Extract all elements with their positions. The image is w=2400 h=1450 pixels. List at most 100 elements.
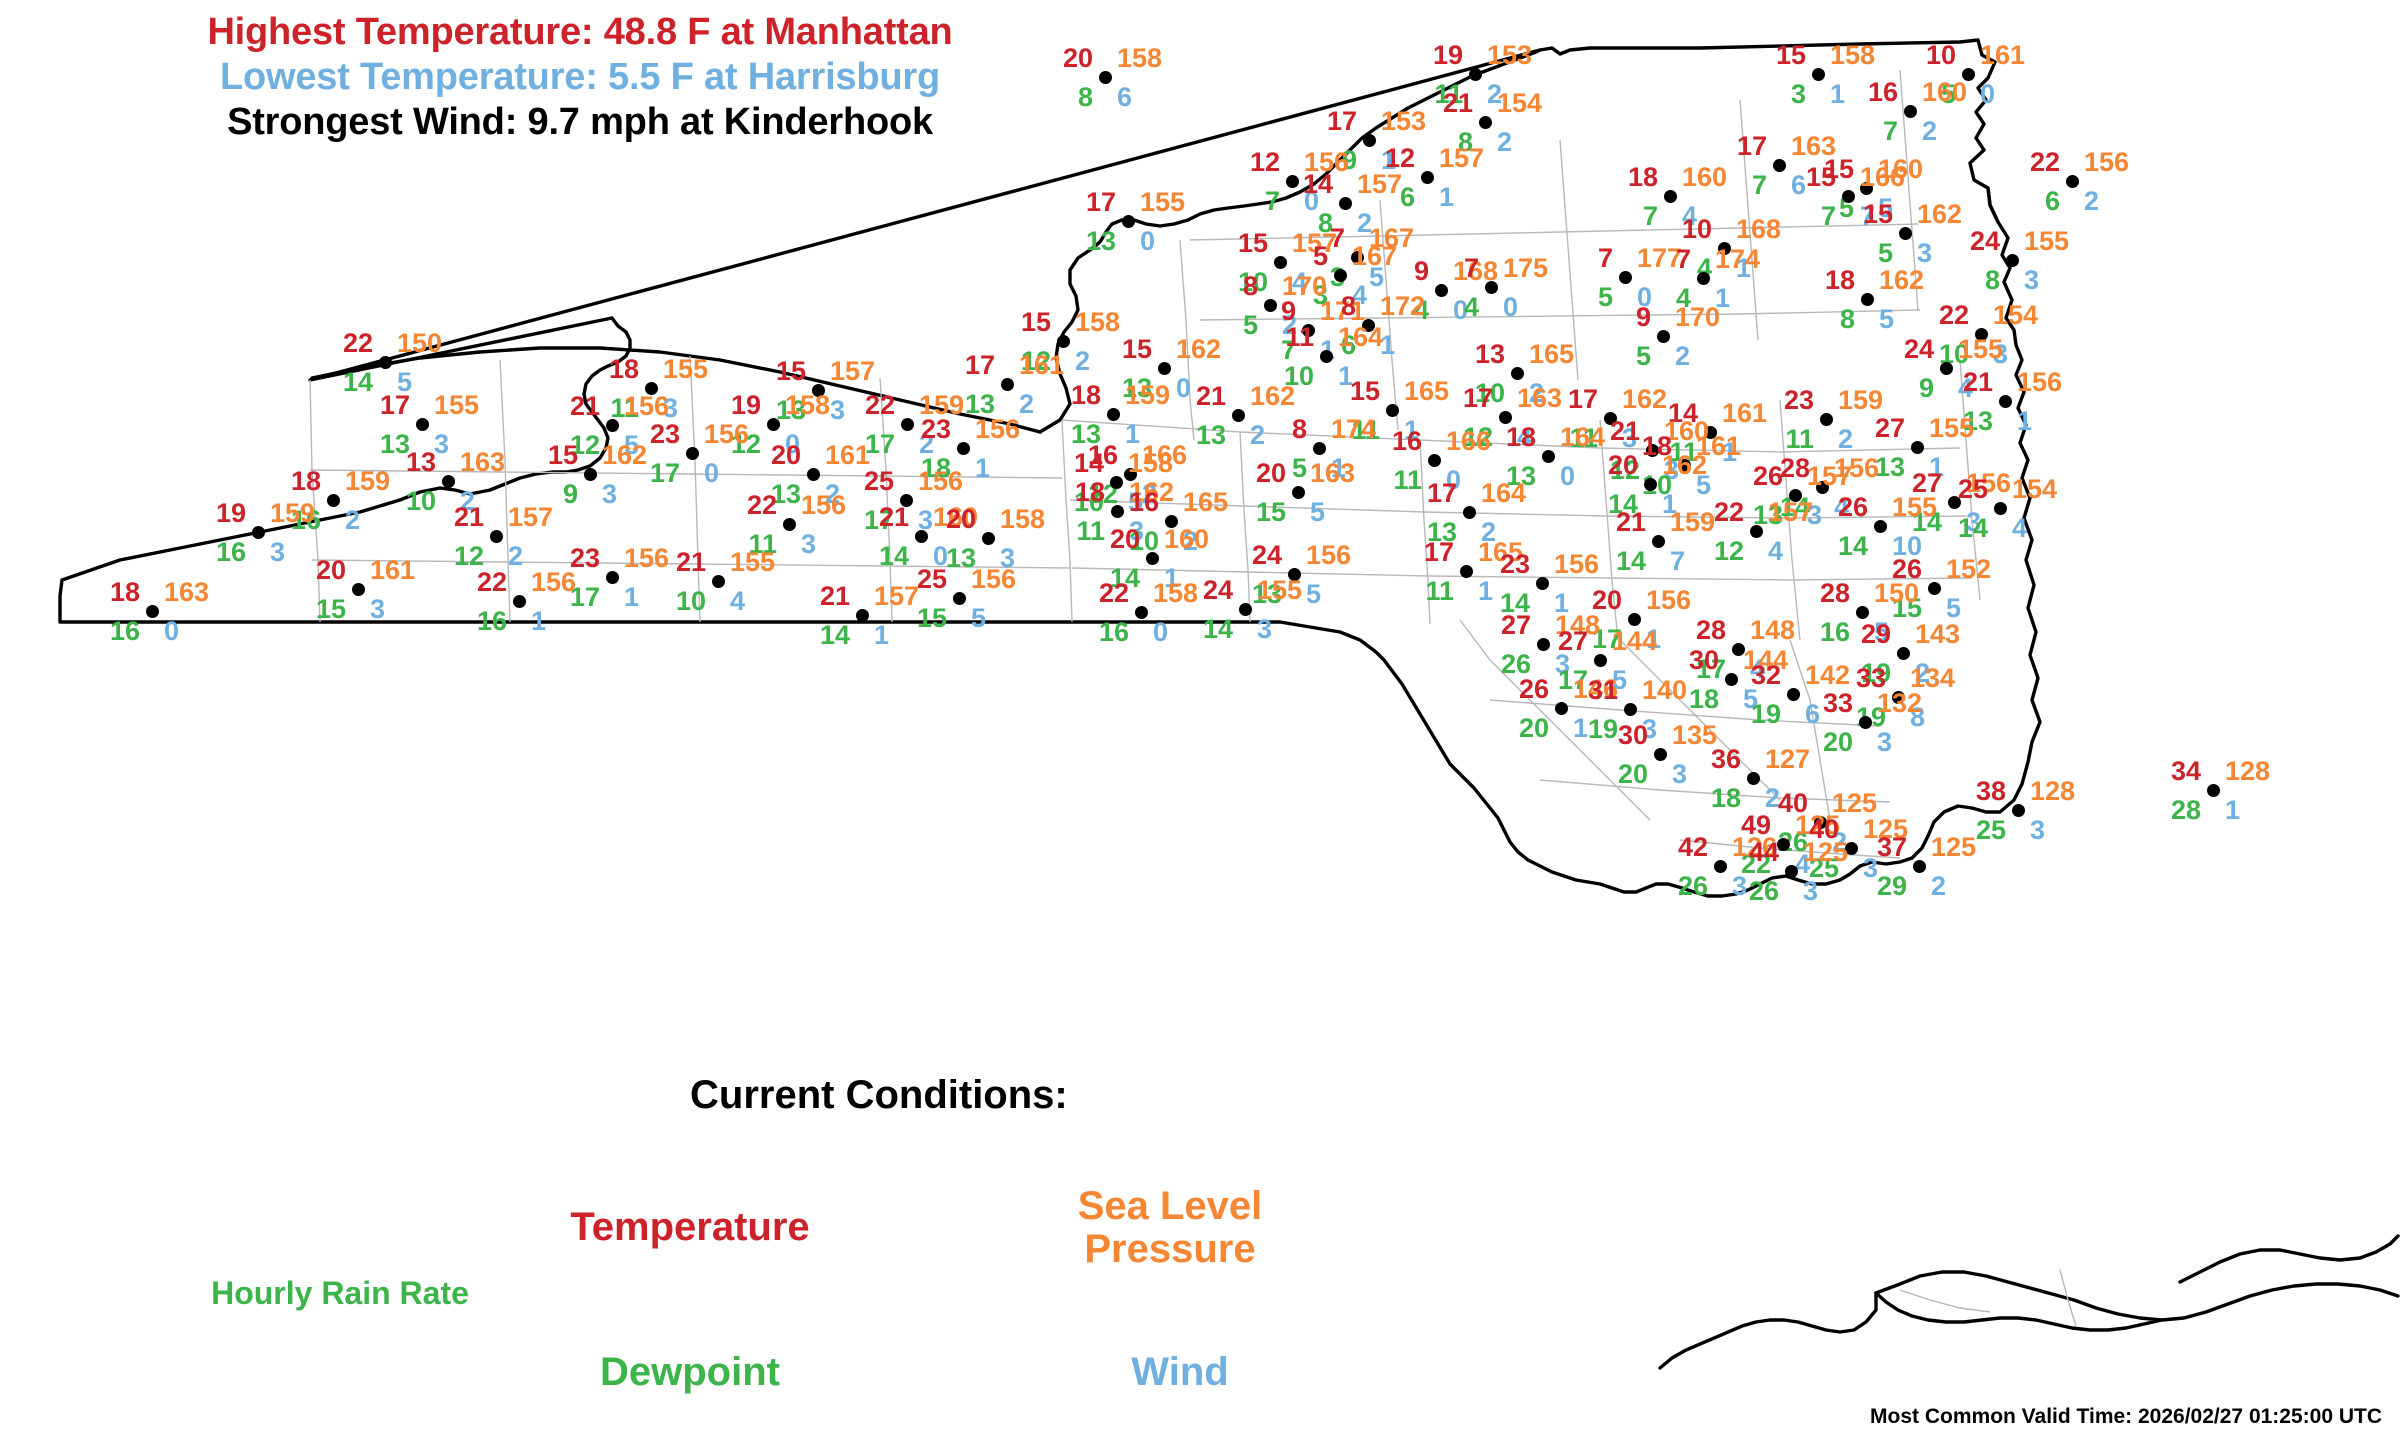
station-wind: 2 [1675,341,1691,371]
station-dot-icon [685,446,699,460]
station-dewpoint: 17 [1557,665,1588,695]
station-dewpoint: 9 [1918,373,1934,403]
station-wind: 0 [1980,79,1996,109]
station-wind: 4 [1352,280,1368,310]
station-temperature: 42 [1677,832,1708,862]
station-dewpoint: 8 [1077,82,1093,112]
station-pressure: 160 [1922,77,1968,107]
station-temperature: 15 [547,440,578,470]
station-wind: 1 [1722,437,1738,467]
station-temperature: 23 [1499,549,1530,579]
station-dewpoint: 14 [878,541,909,571]
station-temperature: 20 [945,504,976,534]
station-temperature: 25 [1957,474,1988,504]
station-pressure: 165 [1529,339,1575,369]
station-dot-icon [1713,859,1727,873]
station-pressure: 155 [1929,413,1975,443]
station-dewpoint: 25 [1808,853,1839,883]
station-dewpoint: 18 [1688,684,1719,714]
station-dewpoint: 5 [1877,238,1893,268]
station-temperature: 22 [476,567,507,597]
station-pressure: 157 [1807,461,1853,491]
station-dot-icon [1873,519,1887,533]
station-wind: 3 [830,395,846,425]
station-temperature: 10 [1681,214,1712,244]
station-wind: 10 [1892,531,1923,561]
station-wind: 1 [1164,563,1180,593]
station-dot-icon [1554,701,1568,715]
station-dewpoint: 6 [1399,182,1415,212]
station-wind: 2 [460,486,476,516]
station-temperature: 19 [215,498,246,528]
station-wind: 2 [1075,346,1091,376]
station-dot-icon [952,591,966,605]
station-pressure: 158 [785,390,831,420]
station-pressure: 134 [1910,663,1956,693]
station-temperature: 15 [1121,334,1152,364]
station-temperature: 17 [1085,187,1116,217]
station-wind: 5 [1369,262,1385,292]
station-dot-icon [1287,567,1301,581]
station-wind: 1 [1439,182,1455,212]
station-temperature: 16 [1391,426,1422,456]
station-dot-icon [900,417,914,431]
station-dewpoint: 17 [1695,654,1726,684]
station-pressure: 156 [918,466,964,496]
station-pressure: 162 [1129,477,1175,507]
station-dot-icon [1855,605,1869,619]
station-pressure: 155 [1140,187,1186,217]
station-pressure: 167 [1352,241,1398,271]
station-dewpoint: 19 [1860,658,1891,688]
station-temperature: 36 [1710,744,1741,774]
station-dot-icon [1333,268,1347,282]
station-wind: 2 [2084,186,2100,216]
station-dot-icon [1772,158,1786,172]
station-temperature: 18 [290,466,321,496]
station-dot-icon [1912,859,1926,873]
station-dot-icon [1098,70,1112,84]
station-temperature: 13 [405,447,436,477]
station-wind: 3 [1000,543,1016,573]
station-temperature: 15 [1862,199,1893,229]
station-dot-icon [1238,602,1252,616]
station-wind: 1 [1404,415,1420,445]
station-temperature: 28 [1695,615,1726,645]
station-temperature: 26 [1837,492,1868,522]
station-pressure: 159 [919,390,965,420]
station-dot-icon [1731,642,1745,656]
station-wind: 1 [1338,361,1354,391]
hudson-river-boundary [1986,186,2000,224]
station-pressure: 154 [1993,300,2039,330]
station-temperature: 8 [1340,291,1356,321]
station-pressure: 142 [1805,660,1851,690]
station-dewpoint: 12 [1462,422,1493,452]
station-wind: 3 [1877,727,1893,757]
station-pressure: 170 [1675,302,1721,332]
station-dot-icon [1891,690,1905,704]
station-dot-icon [326,493,340,507]
station-temperature: 22 [746,490,777,520]
station-dot-icon [1478,115,1492,129]
station-temperature: 20 [1255,458,1286,488]
station-dot-icon [1362,133,1376,147]
station-pressure: 166 [1860,162,1906,192]
station-temperature: 15 [1775,40,1806,70]
station-wind: 0 [1176,373,1192,403]
station-pressure: 162 [1250,381,1296,411]
station-pressure: 148 [1555,610,1601,640]
station-dewpoint: 10 [1237,267,1268,297]
station-dot-icon [1231,408,1245,422]
station-temperature: 15 [775,356,806,386]
station-dot-icon [1947,495,1961,509]
station-dot-icon [251,525,265,539]
station-wind: 1 [2017,406,2033,436]
station-dot-icon [1841,189,1855,203]
station-pressure: 161 [1696,431,1742,461]
station-dot-icon [1860,292,1874,306]
station-wind: 4 [1768,536,1784,566]
station-temperature: 26 [1752,461,1783,491]
long-island-outline [1874,1234,2400,1332]
station-pressure: 165 [1404,376,1450,406]
station-temperature: 24 [1251,540,1282,570]
station-dot-icon [1603,411,1617,425]
